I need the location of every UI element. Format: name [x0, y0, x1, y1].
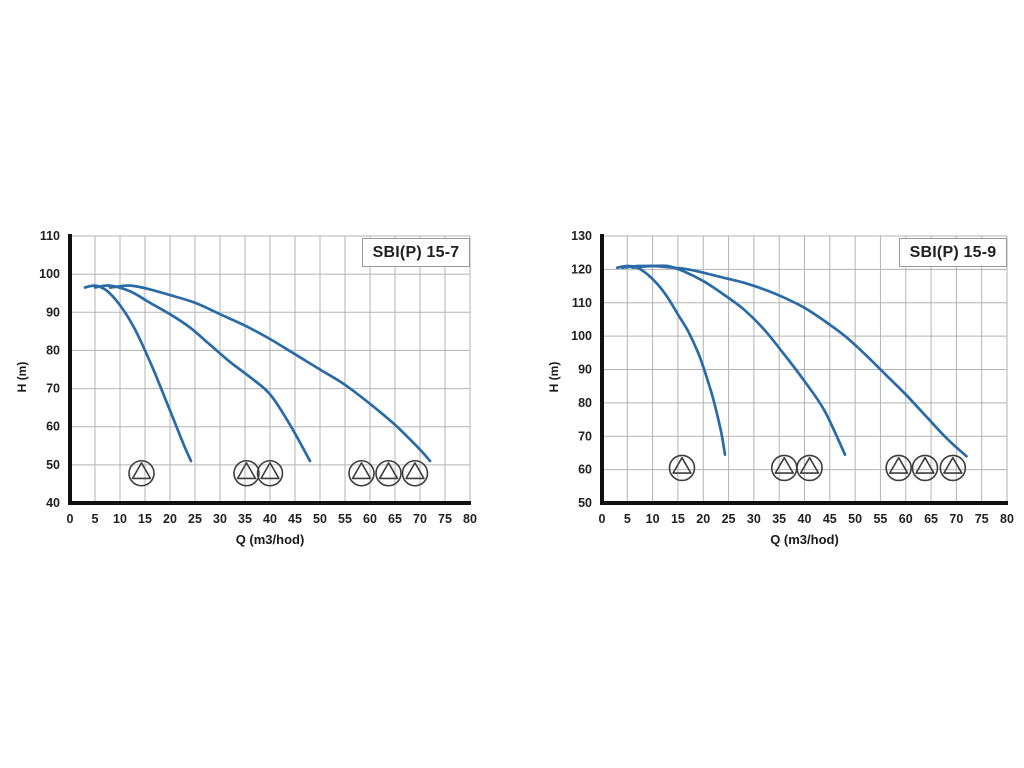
svg-text:60: 60: [363, 512, 377, 526]
svg-text:15: 15: [671, 512, 685, 526]
curve-3-pumps: [631, 264, 968, 458]
svg-text:40: 40: [263, 512, 277, 526]
svg-text:55: 55: [338, 512, 352, 526]
svg-text:15: 15: [138, 512, 152, 526]
curve-1-pump: [83, 284, 193, 463]
svg-text:35: 35: [772, 512, 786, 526]
svg-text:80: 80: [46, 343, 60, 357]
pump-icon: [256, 459, 284, 487]
chart-title: SBI(P) 15-7: [372, 243, 460, 261]
svg-text:5: 5: [92, 512, 99, 526]
y-axis-label: H (m): [15, 361, 29, 393]
svg-text:30: 30: [213, 512, 227, 526]
y-tick-labels: 50 60 70 80 90 100 110 120 130: [571, 229, 592, 510]
x-axis-label: Q (m3/hod): [235, 532, 305, 547]
pump-icon: [770, 454, 798, 482]
svg-text:30: 30: [747, 512, 761, 526]
y-axis-label: H (m): [547, 361, 561, 393]
svg-text:50: 50: [46, 458, 60, 472]
x-tick-labels: 0 5 10 15 20 25 30 35 40 45 50 55 60 65 70 75 80: [599, 512, 1014, 526]
pump-icon: [939, 454, 967, 482]
svg-text:120: 120: [571, 262, 592, 276]
svg-text:55: 55: [873, 512, 887, 526]
pump-curve-plot-15-7: 0 5 10 15 20 25 30 35 40 45 50 55 60 65 70 75 80 40 50 60 70…: [39, 229, 477, 526]
svg-text:65: 65: [924, 512, 938, 526]
svg-text:70: 70: [578, 429, 592, 443]
x-tick-labels: 0 5 10 15 20 25 30 35 40 45 50 55 60 65 70 75 80: [67, 512, 477, 526]
pump-icon: [796, 454, 823, 482]
svg-text:60: 60: [46, 420, 60, 434]
svg-text:40: 40: [798, 512, 812, 526]
x-axis-label: Q (m3/hod): [770, 532, 839, 547]
pump-icon: [233, 459, 260, 487]
svg-text:100: 100: [571, 329, 592, 343]
svg-text:75: 75: [438, 512, 452, 526]
curve-1-pump: [615, 264, 727, 456]
svg-text:110: 110: [572, 296, 592, 310]
chart-title-box: SBI(P) 15-9: [899, 238, 1007, 267]
svg-text:70: 70: [46, 382, 60, 396]
pump-icons: [668, 454, 967, 482]
svg-text:45: 45: [823, 512, 837, 526]
svg-text:25: 25: [188, 512, 202, 526]
pump-icon: [911, 454, 939, 482]
svg-text:65: 65: [388, 512, 402, 526]
pump-icon: [375, 459, 402, 487]
axes: [600, 234, 1008, 505]
svg-text:45: 45: [288, 512, 302, 526]
svg-text:25: 25: [722, 512, 736, 526]
curve-2-pumps: [93, 284, 312, 463]
chart-title: SBI(P) 15-9: [909, 243, 997, 261]
svg-text:35: 35: [238, 512, 252, 526]
svg-text:5: 5: [624, 512, 631, 526]
pump-chart-sbip-15-7: 0 5 10 15 20 25 30 35 40 45 50 55 60 65 70 75 80 40 50 60 70…: [0, 220, 500, 580]
pump-curves: [615, 264, 968, 458]
pump-icons: [128, 459, 429, 487]
svg-text:50: 50: [578, 496, 592, 510]
svg-text:40: 40: [46, 496, 60, 510]
svg-text:60: 60: [899, 512, 913, 526]
svg-text:80: 80: [578, 396, 592, 410]
svg-text:70: 70: [413, 512, 427, 526]
svg-text:90: 90: [578, 363, 592, 377]
pump-icon: [885, 454, 912, 482]
curve-3-pumps: [108, 284, 432, 463]
svg-text:20: 20: [163, 512, 177, 526]
pump-curve-plot-15-9: 0 5 10 15 20 25 30 35 40 45 50 55 60 65 70 75 80 50 60 70 80…: [571, 229, 1014, 526]
svg-text:50: 50: [848, 512, 862, 526]
pump-curves: [83, 284, 432, 463]
svg-text:10: 10: [646, 512, 660, 526]
svg-text:80: 80: [463, 512, 477, 526]
y-tick-labels: 40 50 60 70 80 90 100 110: [39, 229, 60, 510]
svg-text:50: 50: [313, 512, 327, 526]
svg-text:60: 60: [578, 463, 592, 477]
svg-text:0: 0: [599, 512, 606, 526]
svg-text:100: 100: [39, 267, 60, 281]
svg-text:70: 70: [949, 512, 963, 526]
svg-text:75: 75: [975, 512, 989, 526]
curve-2-pumps: [620, 264, 847, 456]
pump-icon: [348, 459, 375, 487]
svg-text:20: 20: [696, 512, 710, 526]
pump-icon: [401, 459, 429, 487]
svg-text:0: 0: [67, 512, 74, 526]
svg-text:110: 110: [40, 229, 60, 243]
pump-icon: [128, 459, 155, 487]
axes: [68, 234, 471, 505]
svg-text:10: 10: [113, 512, 127, 526]
svg-text:80: 80: [1000, 512, 1014, 526]
pump-icon: [668, 454, 696, 482]
svg-text:130: 130: [571, 229, 592, 243]
pump-chart-sbip-15-9: 0 5 10 15 20 25 30 35 40 45 50 55 60 65 70 75 80 50 60 70 80…: [520, 220, 1024, 580]
svg-text:90: 90: [46, 305, 60, 319]
chart-title-box: SBI(P) 15-7: [362, 238, 470, 267]
